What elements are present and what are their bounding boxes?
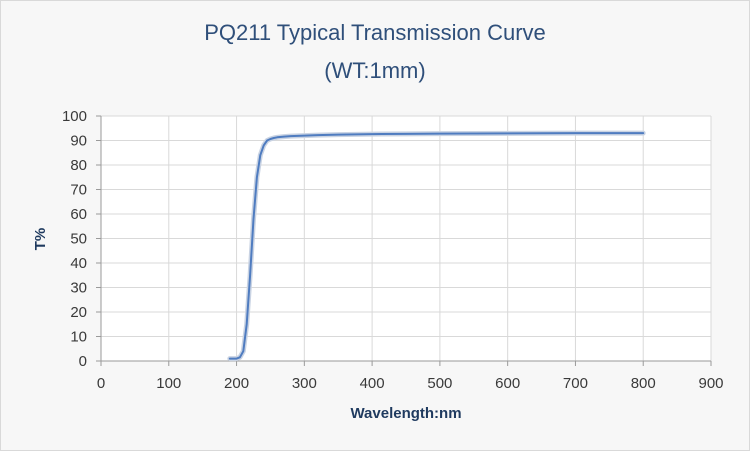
y-tick-label: 70 (70, 182, 87, 199)
x-tick-label: 100 (156, 375, 181, 392)
y-tick-label: 100 (62, 108, 87, 125)
series-line-transmission (228, 132, 645, 360)
axes (96, 115, 712, 366)
x-tick-label: 300 (292, 375, 317, 392)
x-tick-label: 700 (563, 375, 588, 392)
y-tick-label: 0 (79, 353, 87, 370)
series-layer (227, 130, 646, 362)
x-tick-label: 500 (427, 375, 452, 392)
chart-title: PQ211 Typical Transmission Curve (204, 20, 546, 45)
grid (101, 115, 712, 361)
x-tick-label: 200 (224, 375, 249, 392)
y-tick-label: 90 (70, 133, 87, 150)
chart-subtitle: (WT:1mm) (324, 58, 425, 83)
y-tick-label: 80 (70, 157, 87, 174)
y-tick-label: 30 (70, 280, 87, 297)
tick-labels: 0 10 20 30 40 50 60 70 80 90 100 0 100 200 300 400 500 60… (62, 108, 724, 392)
y-axis-title: T% (32, 228, 49, 251)
x-tick-label: 0 (97, 375, 105, 392)
y-tick-label: 60 (70, 206, 87, 223)
x-tick-label: 400 (360, 375, 385, 392)
x-tick-label: 600 (495, 375, 520, 392)
y-tick-label: 10 (70, 329, 87, 346)
y-tick-label: 40 (70, 255, 87, 272)
x-tick-label: 800 (631, 375, 656, 392)
y-tick-label: 50 (70, 231, 87, 248)
y-tick-label: 20 (70, 304, 87, 321)
x-tick-label: 900 (698, 375, 723, 392)
x-axis-title: Wavelength:nm (350, 405, 461, 422)
